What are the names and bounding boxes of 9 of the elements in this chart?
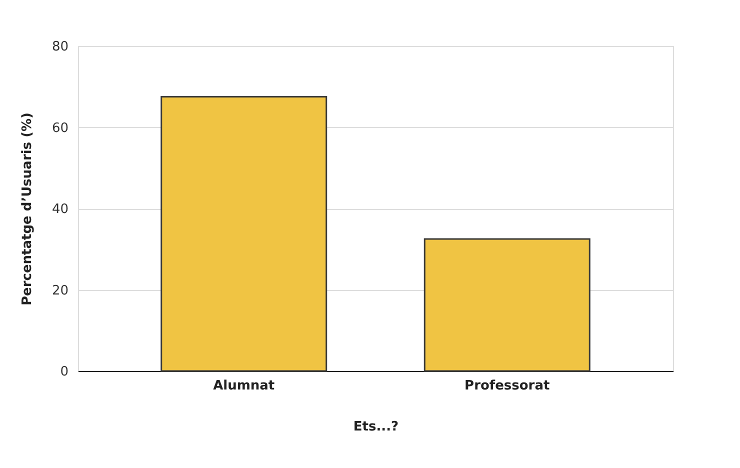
y-axis-title: Percentatge d’Usuaris (%) [20,112,35,306]
y-tick-label: 80 [52,40,68,54]
y-tick-label: 0 [60,364,68,380]
x-tick-label: Alumnat [213,378,275,394]
x-axis-title: Ets...? [353,420,399,434]
y-tick-label: 20 [52,283,68,298]
y-tick-label: 40 [52,202,68,217]
x-tick-label: Professorat [464,378,550,394]
y-tick-label: 60 [52,120,68,136]
